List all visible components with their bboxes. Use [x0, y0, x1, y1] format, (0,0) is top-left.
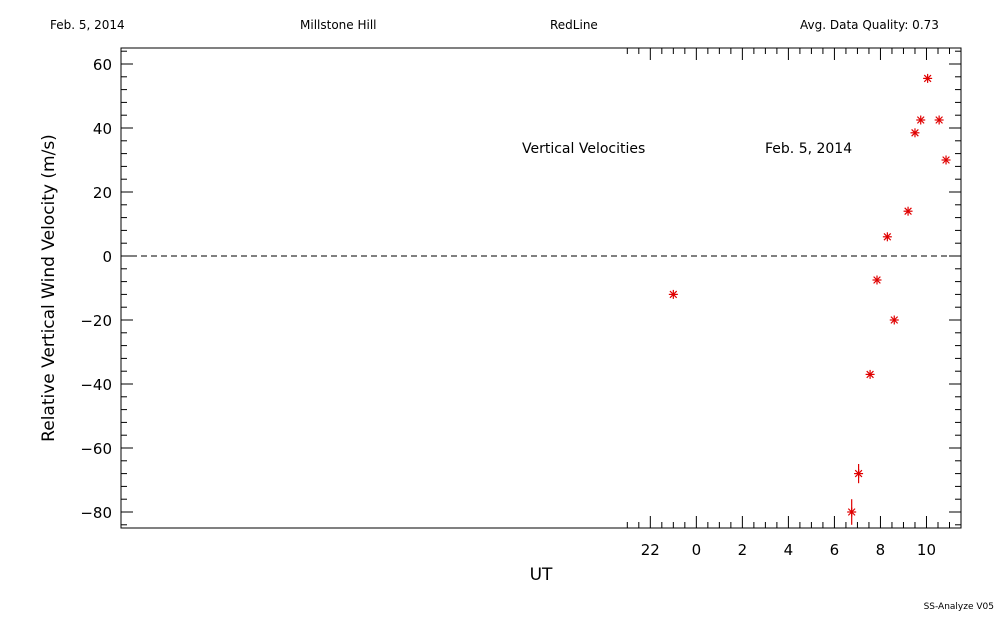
data-point: [923, 73, 933, 83]
data-point: [668, 289, 678, 299]
y-tick-label: −80: [80, 504, 112, 522]
data-point: [854, 464, 864, 484]
header-site: Millstone Hill: [300, 18, 377, 32]
y-tick-label: −60: [80, 440, 112, 458]
x-tick-label: 6: [830, 541, 840, 559]
plot-frame: [120, 47, 962, 529]
data-point: [865, 369, 875, 379]
software-version: SS-Analyze V05: [923, 602, 994, 612]
x-tick-label: 10: [917, 541, 936, 559]
x-tick-label: 8: [876, 541, 886, 559]
y-tick-label: 20: [93, 184, 112, 202]
x-tick-label: 2: [738, 541, 748, 559]
y-tick-label: −40: [80, 376, 112, 394]
data-point: [910, 128, 920, 138]
y-tick-label: 40: [93, 120, 112, 138]
data-point: [903, 206, 913, 216]
data-point: [916, 115, 926, 125]
y-tick-label: 0: [102, 248, 112, 266]
annotation-date: Feb. 5, 2014: [765, 141, 852, 157]
y-axis-label: Relative Vertical Wind Velocity (m/s): [39, 134, 59, 442]
x-axis-ticks: 22 0 2 4 6 8 10: [626, 48, 950, 559]
y-tick-label: 60: [93, 56, 112, 74]
data-point: [941, 155, 951, 165]
x-tick-label: 4: [784, 541, 794, 559]
header-date: Feb. 5, 2014: [50, 18, 125, 32]
x-tick-label: 22: [641, 541, 660, 559]
data-point: [934, 115, 944, 125]
y-tick-label: −20: [80, 312, 112, 330]
x-axis-label: UT: [530, 565, 553, 585]
data-point: [882, 232, 892, 242]
data-point: [889, 315, 899, 325]
data-point: [847, 499, 857, 525]
x-tick-label: 0: [692, 541, 702, 559]
header-quality: Avg. Data Quality: 0.73: [800, 18, 939, 32]
header-instrument: RedLine: [550, 18, 598, 32]
data-point: [872, 275, 882, 285]
data-points: [668, 73, 951, 525]
annotation-vertical-velocities: Vertical Velocities: [522, 141, 645, 157]
y-axis-ticks: 60 40 20 0 −20 −40 −60 −80: [80, 50, 961, 526]
